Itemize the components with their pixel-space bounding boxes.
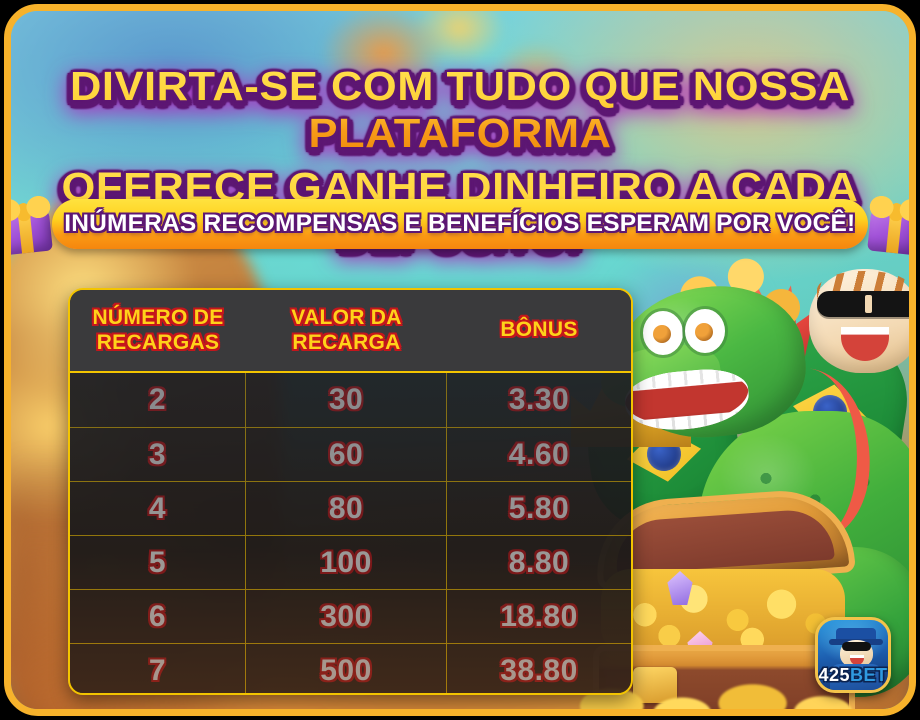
tiger-mascot-icon	[840, 640, 873, 668]
banner-frame: DIVIRTA-SE COM TUDO QUE NOSSA PLATAFORMA…	[4, 4, 916, 716]
table-row: 6 300 18.80	[70, 589, 631, 643]
subtitle-pill: INÚMERAS RECOMPENSAS E BENEFÍCIOS ESPERA…	[52, 199, 868, 249]
logo-text: 425BET	[818, 665, 888, 686]
cell-bonus: 5.80	[508, 491, 570, 525]
table-row: 2 30 3.30	[70, 373, 631, 427]
dragon-mouth	[622, 365, 752, 435]
gift-box-icon	[861, 192, 909, 256]
logo-text-secondary: BET	[850, 665, 888, 685]
gift-box-icon	[11, 192, 59, 256]
table-row: 5 100 8.80	[70, 535, 631, 589]
column-header-recargas: NÚMERO DE RECARGAS	[92, 306, 224, 354]
cell-bonus: 8.80	[508, 545, 570, 579]
cell-recargas: 3	[70, 428, 246, 481]
logo-text-primary: 425	[818, 665, 851, 685]
dragon-eye	[643, 311, 683, 355]
cell-recargas: 6	[70, 590, 246, 643]
cell-bonus: 3.30	[508, 383, 570, 416]
app-logo-badge[interactable]: 425BET	[815, 617, 891, 693]
cell-valor: 60	[246, 428, 447, 481]
table-row: 7 500 38.80	[70, 643, 631, 693]
cell-valor: 80	[246, 482, 447, 535]
table-body: 2 30 3.30 3 60 4.60 4 80 5.80 5 100	[70, 373, 631, 693]
tiger-mascot-head	[809, 269, 909, 373]
table-row: 4 80 5.80	[70, 481, 631, 535]
cell-valor: 300	[246, 590, 447, 643]
dragon-eye	[685, 309, 725, 353]
cell-recargas: 2	[70, 373, 246, 427]
table-header-row: NÚMERO DE RECARGAS VALOR DA RECARGA BÔNU…	[70, 290, 631, 373]
cell-recargas: 7	[70, 644, 246, 693]
cell-bonus: 38.80	[500, 653, 578, 687]
cell-recargas: 4	[70, 482, 246, 535]
cell-valor: 100	[246, 536, 447, 589]
cell-recargas: 5	[70, 536, 246, 589]
cell-bonus: 18.80	[500, 599, 578, 633]
table-row: 3 60 4.60	[70, 427, 631, 481]
subtitle-banner: INÚMERAS RECOMPENSAS E BENEFÍCIOS ESPERA…	[11, 192, 909, 256]
subtitle-text: INÚMERAS RECOMPENSAS E BENEFÍCIOS ESPERA…	[64, 210, 856, 237]
column-header-bonus: BÔNUS	[500, 318, 578, 342]
cell-valor: 30	[246, 373, 447, 427]
sunglasses-icon	[817, 291, 909, 317]
cell-valor: 500	[246, 644, 447, 693]
character-scene	[567, 251, 909, 709]
column-header-valor: VALOR DA RECARGA	[291, 306, 402, 354]
bonus-table: NÚMERO DE RECARGAS VALOR DA RECARGA BÔNU…	[68, 288, 633, 695]
mascot-suit	[830, 664, 882, 690]
cell-bonus: 4.60	[508, 437, 570, 471]
gold-coins-pile	[601, 569, 845, 657]
falling-coins-decoration	[241, 11, 661, 161]
